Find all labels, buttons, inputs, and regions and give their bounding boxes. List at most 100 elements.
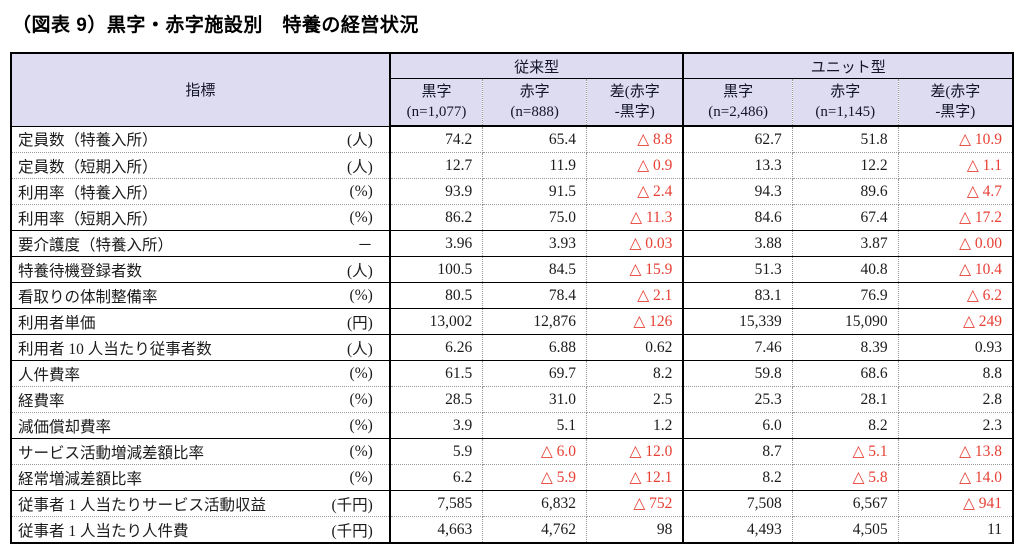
value-cell: 6.2 bbox=[389, 464, 484, 491]
value-cell: 4,663 bbox=[389, 516, 484, 543]
value-cell: 2.8 bbox=[898, 386, 1013, 413]
subheader-n: (n=2,486) bbox=[708, 104, 768, 120]
indicator-wrap: 減価償却費率 (%) bbox=[12, 415, 388, 437]
subheader-n: (n=888) bbox=[510, 104, 559, 120]
value-cell: 13.3 bbox=[683, 152, 793, 179]
indicator-unit: (人) bbox=[346, 132, 373, 150]
value-cell: 51.3 bbox=[683, 256, 793, 283]
value-cell-negative: △ 2.1 bbox=[586, 282, 685, 309]
value-cell: 12,876 bbox=[482, 308, 588, 335]
indicator-unit: － bbox=[357, 236, 373, 254]
value-cell-negative: △ 6.2 bbox=[898, 282, 1013, 309]
indicator-unit: (千円) bbox=[331, 496, 373, 514]
value-cell: 8.2 bbox=[586, 360, 685, 387]
indicator-cell: 人件費率 (%) bbox=[11, 360, 391, 387]
value-cell: 59.8 bbox=[683, 360, 793, 387]
subheader-label: 赤字 bbox=[519, 83, 550, 100]
value-cell: 74.2 bbox=[389, 126, 484, 153]
table-row: 利用者単価 (円) 13,002 12,876 △ 126 15,339 15,090 △ 2… bbox=[11, 308, 1013, 335]
value-cell: 11.9 bbox=[482, 152, 588, 179]
table-row: 経常増減差額比率 (%) 6.2 △ 5.9 △ 12.1 8.2 △ 5.8 △ 14.0 bbox=[11, 464, 1013, 491]
group-header-unit-type: ユニット型 bbox=[683, 53, 1013, 79]
indicator-cell: 従事者 1 人当たりサービス活動収益 (千円) bbox=[11, 490, 391, 517]
value-cell: 4,493 bbox=[683, 516, 793, 543]
value-cell-negative: △ 10.4 bbox=[898, 256, 1013, 283]
value-cell: 3.87 bbox=[792, 230, 899, 257]
indicator-unit: (%) bbox=[349, 442, 373, 460]
value-cell: 4,762 bbox=[482, 516, 588, 543]
indicator-cell: 利用者単価 (円) bbox=[11, 308, 391, 335]
table-row: 利用率（短期入所） (%) 86.2 75.0 △ 11.3 84.6 67.4 △ 17.2 bbox=[11, 204, 1013, 231]
value-cell: 40.8 bbox=[792, 256, 899, 283]
value-cell: 4,505 bbox=[792, 516, 899, 543]
indicator-wrap: 利用率（短期入所） (%) bbox=[12, 207, 388, 229]
value-cell-negative: △ 126 bbox=[586, 308, 685, 335]
indicator-wrap: 経常増減差額比率 (%) bbox=[12, 467, 388, 489]
subheader-unit-diff: 差(赤字 -黒字) bbox=[898, 78, 1013, 127]
value-cell: 12.2 bbox=[792, 152, 899, 179]
indicator-wrap: 特養待機登録者数 (人) bbox=[12, 259, 388, 281]
value-cell: 15,339 bbox=[683, 308, 793, 335]
value-cell: 75.0 bbox=[482, 204, 588, 231]
table-row: 定員数（短期入所） (人) 12.7 11.9 △ 0.9 13.3 12.2 △ 1.1 bbox=[11, 152, 1013, 179]
value-cell-negative: △ 8.8 bbox=[586, 126, 685, 153]
indicator-name: 減価償却費率 bbox=[18, 418, 112, 436]
value-cell: 7,585 bbox=[389, 490, 484, 517]
indicator-unit: (人) bbox=[346, 262, 373, 280]
value-cell: 0.62 bbox=[586, 334, 685, 361]
indicator-cell: 利用率（短期入所） (%) bbox=[11, 204, 391, 231]
indicator-cell: 利用者 10 人当たり従事者数 (人) bbox=[11, 334, 391, 361]
value-cell-negative: △ 11.3 bbox=[586, 204, 685, 231]
indicator-wrap: 定員数（短期入所） (人) bbox=[12, 155, 388, 177]
indicator-unit: (%) bbox=[349, 364, 373, 382]
indicator-name: 定員数（特養入所） bbox=[18, 132, 158, 150]
value-cell-negative: △ 6.0 bbox=[482, 438, 588, 465]
indicator-cell: 定員数（短期入所） (人) bbox=[11, 152, 391, 179]
indicator-unit: (人) bbox=[346, 340, 373, 358]
figure-title: （図表 9）黒字・赤字施設別 特養の経営状況 bbox=[12, 15, 419, 36]
table-row: 利用者 10 人当たり従事者数 (人) 6.26 6.88 0.62 7.46 8.39 0.… bbox=[11, 334, 1013, 361]
value-cell: 8.8 bbox=[898, 360, 1013, 387]
value-cell-negative: △ 0.03 bbox=[586, 230, 685, 257]
value-cell-negative: △ 12.0 bbox=[586, 438, 685, 465]
table-row: 従事者 1 人当たり人件費 (千円) 4,663 4,762 98 4,493 4,505 1… bbox=[11, 516, 1013, 543]
value-cell: 84.6 bbox=[683, 204, 793, 231]
value-cell: 3.96 bbox=[389, 230, 484, 257]
indicator-wrap: 人件費率 (%) bbox=[12, 363, 388, 385]
value-cell: 91.5 bbox=[482, 178, 588, 205]
table-row: 特養待機登録者数 (人) 100.5 84.5 △ 15.9 51.3 40.8 △ 10.4 bbox=[11, 256, 1013, 283]
indicator-unit: (%) bbox=[349, 468, 373, 486]
value-cell: 11 bbox=[987, 520, 1002, 538]
value-cell: 6,832 bbox=[482, 490, 588, 517]
subheader-unit-akaji: 赤字 (n=1,145) bbox=[792, 78, 899, 127]
value-cell: 6.0 bbox=[683, 412, 793, 439]
value-cell-negative: △ 249 bbox=[898, 308, 1013, 335]
value-cell: 51.8 bbox=[792, 126, 899, 153]
table-row: 要介護度（特養入所） － 3.96 3.93 △ 0.03 3.88 3.87 △ 0.00 bbox=[11, 230, 1013, 257]
indicator-unit: (%) bbox=[349, 286, 373, 304]
value-cell: 93.9 bbox=[389, 178, 484, 205]
value-cell-negative: △ 5.1 bbox=[792, 438, 899, 465]
value-cell: 67.4 bbox=[792, 204, 899, 231]
value-cell: 2.3 bbox=[898, 412, 1013, 439]
indicator-name: 要介護度（特養入所） bbox=[18, 236, 174, 254]
indicator-cell: 減価償却費率 (%) bbox=[11, 412, 391, 439]
value-cell: 3.9 bbox=[389, 412, 484, 439]
table-row: 従事者 1 人当たりサービス活動収益 (千円) 7,585 6,832 △ 752 7,5… bbox=[11, 490, 1013, 517]
indicator-wrap: 利用者 10 人当たり従事者数 (人) bbox=[12, 337, 388, 359]
indicator-name: 経費率 bbox=[18, 392, 65, 410]
value-cell-negative: △ 0.9 bbox=[586, 152, 685, 179]
value-cell: 100.5 bbox=[389, 256, 484, 283]
subheader-unit-kuroji: 黒字 (n=2,486) bbox=[683, 78, 793, 127]
indicator-unit: (千円) bbox=[331, 522, 373, 540]
indicator-name: 経常増減差額比率 bbox=[18, 470, 143, 488]
value-cell: 6.88 bbox=[482, 334, 588, 361]
indicator-cell: 定員数（特養入所） (人) bbox=[11, 126, 391, 153]
indicator-cell: 利用率（特養入所） (%) bbox=[11, 178, 391, 205]
indicator-wrap: 従事者 1 人当たりサービス活動収益 (千円) bbox=[12, 493, 388, 515]
indicator-name: サービス活動増減差額比率 bbox=[18, 444, 205, 462]
indicator-name: 従事者 1 人当たり人件費 bbox=[18, 522, 189, 540]
value-cell: 89.6 bbox=[792, 178, 899, 205]
indicator-unit: (%) bbox=[349, 416, 373, 434]
subheader-label2: -黒字) bbox=[614, 104, 655, 120]
